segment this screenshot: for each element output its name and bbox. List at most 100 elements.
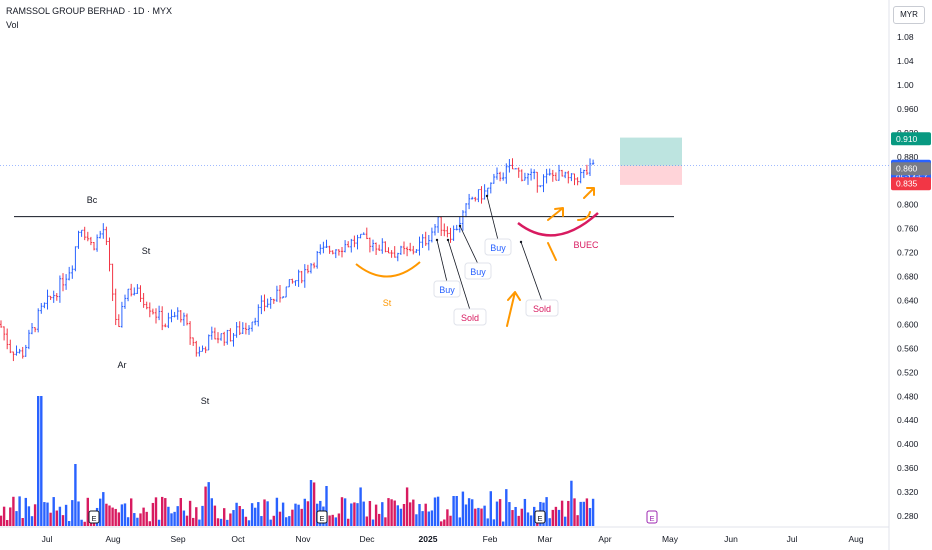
- price-tick-label: 0.720: [897, 248, 919, 258]
- price-tick-label: 0.680: [897, 272, 919, 282]
- volume-bar: [545, 497, 548, 526]
- price-tag-label: 0.910: [896, 134, 918, 144]
- volume-label: Vol: [6, 20, 19, 30]
- volume-bar: [533, 506, 536, 526]
- volume-bar: [440, 521, 443, 526]
- volume-bar: [43, 502, 46, 526]
- earnings-marker: E: [91, 514, 96, 523]
- volume-bar: [49, 512, 52, 526]
- time-tick-label: Sep: [170, 534, 185, 544]
- volume-bar: [548, 518, 551, 526]
- volume-bar: [405, 487, 409, 526]
- volume-bar: [452, 496, 455, 526]
- annotation-st-orange: St: [383, 298, 392, 308]
- volume-bar: [185, 515, 189, 526]
- volume-bar: [46, 502, 49, 526]
- volume-bar: [269, 519, 272, 526]
- time-tick-label: Jun: [724, 534, 738, 544]
- volume-bar: [557, 509, 561, 526]
- volume-bar: [148, 521, 151, 526]
- time-tick-label: Oct: [231, 534, 245, 544]
- volume-bar: [303, 498, 306, 526]
- position-box[interactable]: [620, 137, 682, 185]
- volume-bar: [430, 510, 434, 526]
- buec-arc: [517, 212, 599, 237]
- volume-bar: [21, 518, 24, 526]
- price-tick-label: 0.800: [897, 200, 919, 210]
- orange-arrow: [583, 187, 595, 199]
- buy-label: Buy: [439, 285, 455, 295]
- callout-dot: [458, 224, 462, 228]
- callout-box: [453, 308, 487, 326]
- volume-bar: [554, 506, 558, 526]
- volume-bar: [492, 519, 496, 526]
- volume-bar: [145, 511, 148, 526]
- volume-bar: [570, 480, 573, 526]
- volume-bar: [526, 512, 530, 526]
- price-tick-label: 0.880: [897, 152, 919, 162]
- time-tick-label: Jul: [787, 534, 798, 544]
- orange-arrow: [577, 211, 591, 221]
- volume-bar: [117, 512, 120, 526]
- volume-bar: [508, 502, 511, 526]
- volume-bar: [461, 491, 465, 526]
- volume-bar: [337, 513, 341, 526]
- currency-button[interactable]: MYR: [893, 6, 925, 24]
- volume-bar: [328, 515, 331, 526]
- volume-bar: [560, 500, 564, 526]
- volume-bar: [170, 513, 173, 526]
- volume-bar: [24, 497, 27, 526]
- volume-bar: [471, 499, 474, 526]
- volume-bar: [250, 503, 254, 526]
- volume-bar: [157, 519, 161, 526]
- earnings-marker: E: [537, 514, 542, 523]
- volume-bar: [173, 511, 176, 526]
- price-tick-label: 0.400: [897, 439, 919, 449]
- volume-bar: [83, 521, 86, 526]
- volume-bar: [331, 514, 334, 526]
- volume-bar: [365, 516, 368, 526]
- volume-bar: [266, 501, 269, 526]
- earnings-box: [646, 510, 658, 524]
- volume-bar: [154, 497, 158, 526]
- callout-box: [433, 280, 461, 298]
- price-tick-label: 0.360: [897, 463, 919, 473]
- volume-bar: [564, 516, 567, 526]
- earnings-box: [88, 510, 100, 524]
- callout-box: [525, 299, 559, 317]
- volume-bar: [244, 516, 248, 526]
- volume-bar: [520, 508, 523, 526]
- volume-bar: [474, 508, 477, 526]
- price-candles: [0, 158, 595, 362]
- callout-dot: [435, 238, 439, 242]
- orange-arrow: [547, 207, 564, 221]
- volume-bar: [585, 498, 589, 526]
- volume-bar: [55, 510, 58, 526]
- volume-bar: [111, 507, 114, 526]
- orange-arrow: [506, 291, 521, 327]
- price-tag-label: 0.860: [896, 164, 918, 174]
- volume-bar: [514, 506, 517, 526]
- volume-bar: [74, 464, 77, 526]
- callout-box: [464, 262, 492, 280]
- price-tag: [891, 177, 931, 191]
- volume-bar: [551, 509, 554, 526]
- time-axis: Jul Aug Sep Oct Nov Dec 2025 Feb Mar Apr May Jun Jul…: [42, 534, 864, 544]
- price-tick-label: 0.640: [897, 295, 919, 305]
- price-tick-label: 1.00: [897, 80, 914, 90]
- volume-bar: [77, 501, 80, 526]
- volume-bar: [396, 505, 399, 526]
- volume-bar: [198, 519, 201, 526]
- volume-bar: [529, 515, 533, 526]
- callout-line: [486, 195, 499, 241]
- volume-bar: [226, 519, 229, 526]
- volume-bar: [161, 496, 164, 526]
- time-tick-label: Dec: [359, 534, 375, 544]
- volume-bar: [297, 504, 300, 526]
- volume-bar: [102, 492, 105, 526]
- position-stop-zone: [620, 165, 682, 185]
- volume-bar: [12, 496, 15, 526]
- volume-bar: [443, 519, 446, 526]
